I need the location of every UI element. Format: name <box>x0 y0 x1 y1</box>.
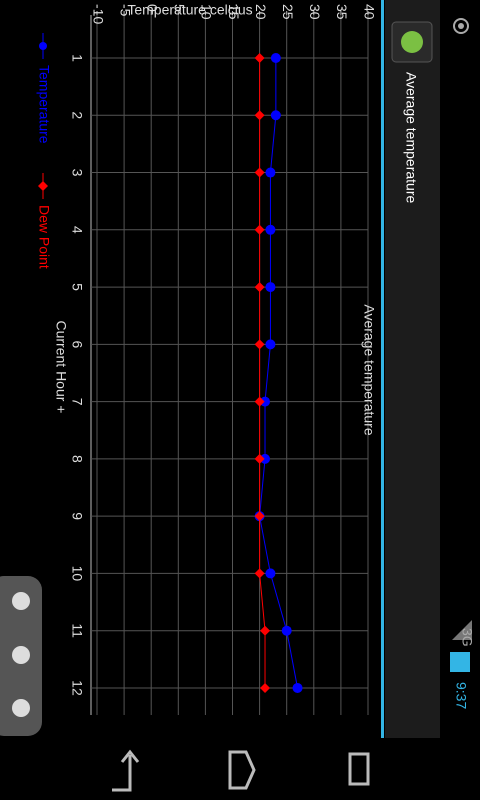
x-tick-label: 7 <box>69 398 85 406</box>
y-tick-label: 35 <box>334 4 350 20</box>
data-point <box>260 682 271 693</box>
y-axis-title: Temperature celcius <box>127 2 252 18</box>
action-bar-title: Average temperature <box>403 72 419 203</box>
zoom-in-button[interactable] <box>12 592 30 610</box>
zoom-reset-button[interactable] <box>12 699 30 717</box>
x-tick-label: 11 <box>69 623 85 638</box>
x-tick-label: 10 <box>69 566 85 582</box>
x-tick-label: 1 <box>69 54 85 62</box>
zoom-out-button[interactable] <box>12 646 30 664</box>
data-point <box>254 568 265 579</box>
action-bar <box>385 0 440 738</box>
gps-icon-dot <box>458 23 464 29</box>
data-point <box>254 110 265 121</box>
data-point <box>292 682 303 693</box>
gps-icon <box>453 18 469 34</box>
legend-label: Dew Point <box>36 205 52 269</box>
data-point <box>254 167 265 178</box>
back-button[interactable] <box>112 749 140 792</box>
signal-icon <box>452 620 472 640</box>
series-line <box>259 58 299 689</box>
data-point <box>254 282 265 293</box>
x-tick-label: 6 <box>69 340 85 348</box>
data-point <box>265 339 276 350</box>
y-tick-label: 40 <box>361 4 377 20</box>
x-tick-label: 9 <box>69 512 85 520</box>
data-point <box>254 396 265 407</box>
x-axis-title: Current Hour + <box>53 321 69 414</box>
data-point <box>265 224 276 235</box>
y-tick-label: 25 <box>280 4 296 20</box>
data-point <box>254 453 265 464</box>
x-tick-label: 2 <box>69 111 85 119</box>
legend-marker <box>39 42 47 50</box>
data-point <box>265 568 276 579</box>
home-button[interactable] <box>228 750 256 790</box>
y-tick-label: 15 <box>226 4 242 20</box>
action-bar-divider <box>381 0 384 738</box>
chart-title: Average temperature <box>361 304 377 435</box>
y-tick-label: -5 <box>117 4 133 17</box>
data-point <box>265 167 276 178</box>
data-point <box>260 453 271 464</box>
data-point <box>260 396 271 407</box>
battery-icon <box>450 652 470 672</box>
nav-bar <box>0 738 480 800</box>
data-point <box>265 282 276 293</box>
x-tick-label: 5 <box>69 283 85 291</box>
chart: -10 -5 0 5 10 15 20 25 30 35 40123456789101112Temp… <box>36 2 377 715</box>
recent-apps-button[interactable] <box>348 752 370 786</box>
x-tick-label: 8 <box>69 455 85 463</box>
status-bar <box>440 0 480 800</box>
data-point <box>270 110 281 121</box>
data-point <box>281 625 292 636</box>
clock: 9:37 <box>453 682 469 709</box>
data-point <box>270 53 281 63</box>
data-point <box>254 511 265 522</box>
y-tick-label: 20 <box>253 4 269 20</box>
data-point <box>254 53 265 63</box>
y-tick-label: 5 <box>172 4 188 12</box>
series-line <box>259 58 266 688</box>
y-tick-label: -10 <box>90 4 106 24</box>
x-tick-label: 4 <box>69 226 85 234</box>
network-label: 3G <box>459 628 475 647</box>
legend-marker <box>38 181 48 191</box>
data-point <box>260 625 271 636</box>
app-icon-glyph <box>401 31 423 53</box>
y-tick-label: 10 <box>199 4 215 20</box>
data-point <box>254 224 265 235</box>
data-point <box>254 339 265 350</box>
y-tick-label: 0 <box>144 4 160 12</box>
y-tick-label: 30 <box>307 4 323 20</box>
x-tick-label: 3 <box>69 169 85 177</box>
x-tick-label: 12 <box>69 680 85 696</box>
legend-label: Temperature <box>36 65 52 144</box>
